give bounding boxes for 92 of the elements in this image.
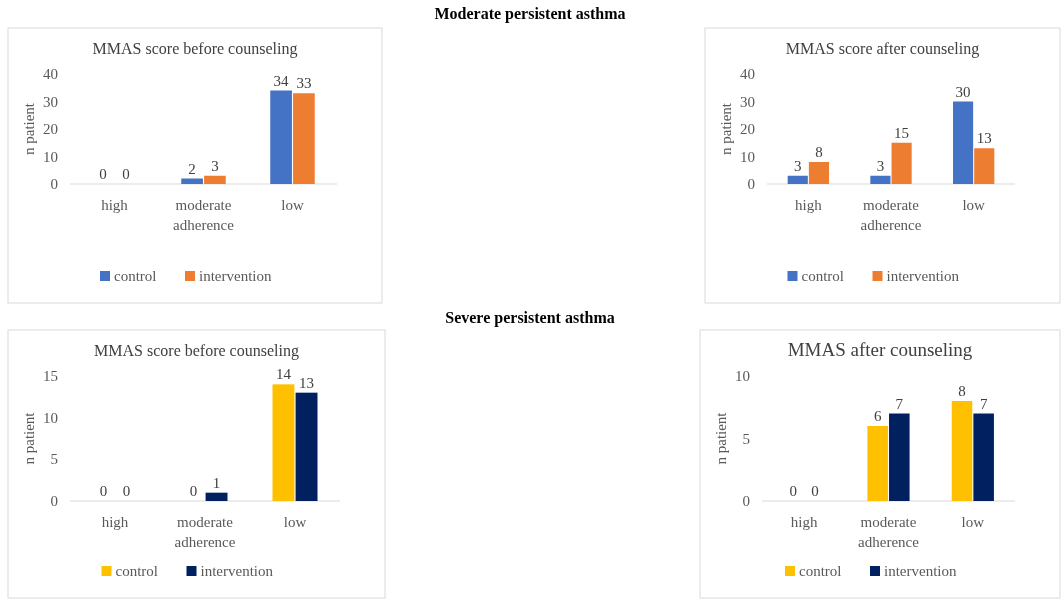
x-tick-label: low bbox=[281, 197, 304, 213]
x-tick-label: moderate bbox=[860, 514, 917, 530]
data-label: 3 bbox=[793, 157, 802, 174]
bar bbox=[204, 175, 226, 184]
x-axis-title: adherence bbox=[173, 217, 235, 233]
x-tick-label: high bbox=[101, 514, 129, 530]
data-label: 33 bbox=[296, 75, 312, 92]
bar bbox=[205, 492, 228, 501]
legend-label: control bbox=[115, 563, 158, 579]
text: Severe persistent asthma bbox=[445, 309, 615, 327]
legend-label: intervention bbox=[200, 563, 274, 579]
bar bbox=[808, 162, 829, 184]
legend-label: intervention bbox=[199, 268, 272, 284]
y-axis-title: n patient bbox=[718, 102, 734, 156]
chart-title: MMAS score before counseling bbox=[92, 40, 298, 58]
data-label: 8 bbox=[815, 144, 823, 160]
data-label: 7 bbox=[979, 395, 988, 412]
bar bbox=[295, 392, 318, 501]
x-tick-label: high bbox=[795, 197, 823, 213]
bar bbox=[181, 178, 203, 184]
y-tick-label: 10 bbox=[43, 409, 58, 426]
bar bbox=[953, 101, 974, 184]
y-tick-label: 5 bbox=[50, 451, 58, 468]
bar bbox=[272, 384, 295, 501]
y-axis-title: n patient bbox=[21, 102, 37, 156]
y-tick-label: 40 bbox=[43, 66, 58, 82]
data-label: 1 bbox=[212, 474, 221, 491]
data-label: 0 bbox=[99, 166, 107, 182]
data-label: 0 bbox=[99, 483, 108, 499]
text: Moderate persistent asthma bbox=[434, 5, 626, 23]
bar bbox=[293, 93, 315, 184]
data-label: 0 bbox=[122, 483, 131, 499]
bar bbox=[867, 426, 888, 501]
y-tick-label: 30 bbox=[740, 93, 755, 110]
x-axis-title: adherence bbox=[174, 534, 236, 550]
data-label: 6 bbox=[873, 408, 882, 424]
x-tick-label: low bbox=[961, 514, 985, 530]
chart-title: MMAS score after counseling bbox=[785, 40, 980, 58]
y-tick-label: 15 bbox=[43, 368, 58, 384]
data-label: 3 bbox=[876, 157, 885, 174]
x-tick-label: high bbox=[101, 197, 129, 213]
y-tick-label: 10 bbox=[43, 148, 58, 165]
data-label: 7 bbox=[895, 395, 904, 412]
data-label: 0 bbox=[811, 483, 819, 499]
y-tick-label: 10 bbox=[735, 368, 750, 384]
x-tick-label: moderate bbox=[177, 514, 234, 530]
data-label: 14 bbox=[275, 366, 292, 383]
data-label: 2 bbox=[188, 160, 196, 177]
chart-title: MMAS score before counseling bbox=[94, 342, 299, 360]
bar bbox=[889, 413, 910, 501]
bar bbox=[870, 175, 891, 184]
x-tick-label: high bbox=[790, 514, 818, 530]
y-tick-label: 0 bbox=[50, 176, 58, 192]
data-label: 34 bbox=[273, 72, 290, 89]
y-tick-label: 40 bbox=[740, 66, 755, 82]
x-tick-label: low bbox=[283, 514, 307, 530]
legend-label: control bbox=[801, 268, 844, 284]
chart-title: MMAS after counseling bbox=[787, 339, 973, 360]
data-label: 0 bbox=[189, 483, 198, 499]
data-label: 30 bbox=[955, 83, 971, 100]
data-label: 15 bbox=[894, 124, 910, 141]
y-tick-label: 0 bbox=[747, 176, 755, 192]
x-tick-label: moderate bbox=[863, 197, 920, 213]
x-axis-title: adherence bbox=[860, 217, 922, 233]
data-label: 13 bbox=[299, 374, 315, 391]
y-tick-label: 0 bbox=[50, 493, 58, 509]
bar bbox=[974, 148, 995, 184]
bar bbox=[891, 142, 912, 184]
y-tick-label: 5 bbox=[742, 430, 750, 447]
legend-label: intervention bbox=[884, 563, 957, 579]
bar bbox=[787, 175, 808, 184]
legend-label: control bbox=[114, 268, 157, 284]
legend-label: control bbox=[799, 563, 842, 579]
data-label: 3 bbox=[211, 157, 219, 174]
y-tick-label: 10 bbox=[740, 148, 755, 165]
y-axis-title: n patient bbox=[21, 411, 37, 465]
y-tick-label: 30 bbox=[43, 93, 58, 110]
y-axis-title: n patient bbox=[713, 411, 729, 465]
data-label: 0 bbox=[122, 166, 130, 182]
y-tick-label: 0 bbox=[742, 493, 750, 509]
x-tick-label: low bbox=[962, 197, 986, 213]
data-label: 0 bbox=[789, 483, 798, 499]
bar bbox=[973, 413, 994, 501]
data-label: 8 bbox=[958, 383, 966, 399]
x-axis-title: adherence bbox=[858, 534, 920, 550]
legend-label: intervention bbox=[886, 268, 960, 284]
y-tick-label: 20 bbox=[43, 121, 58, 137]
bar bbox=[270, 90, 292, 184]
bar bbox=[951, 401, 973, 501]
data-label: 13 bbox=[976, 130, 992, 147]
y-tick-label: 20 bbox=[740, 121, 755, 137]
x-tick-label: moderate bbox=[175, 197, 232, 213]
